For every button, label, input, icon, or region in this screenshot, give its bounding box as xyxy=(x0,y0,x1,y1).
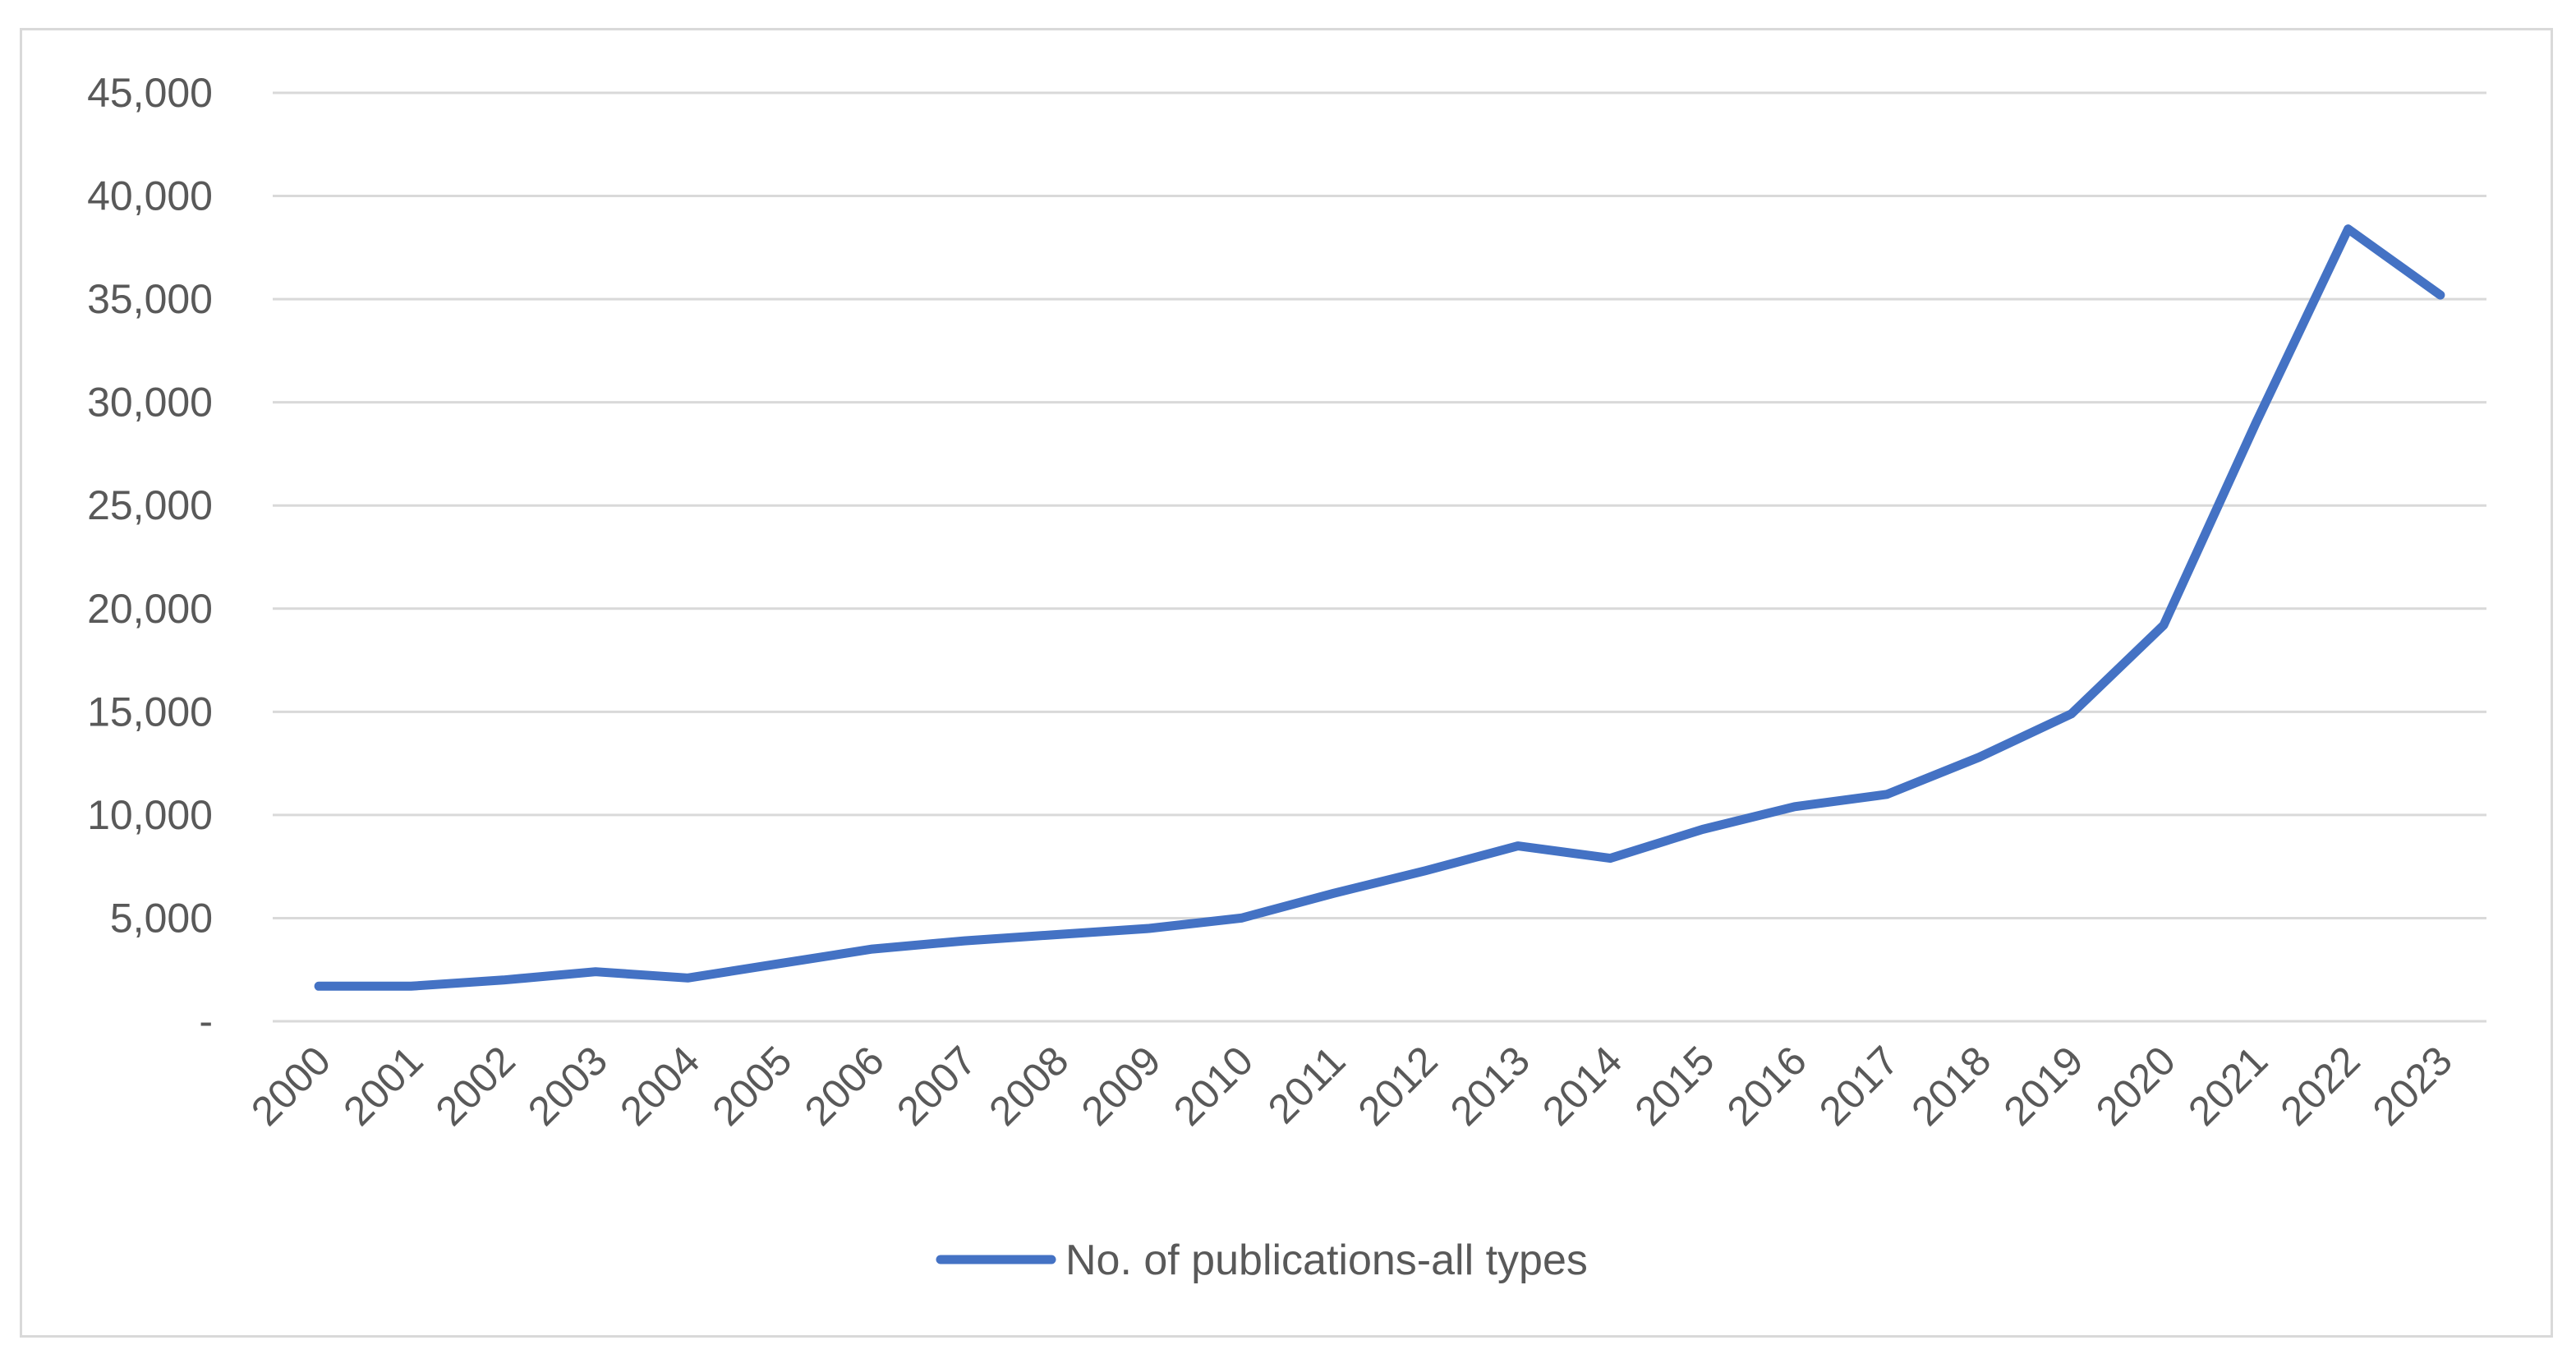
data-point xyxy=(1975,753,1984,762)
x-axis-ticks: 2000200120022003200420052006200720082009… xyxy=(242,1038,2461,1135)
x-tick-label: 2000 xyxy=(242,1038,339,1135)
x-tick-label: 2006 xyxy=(796,1038,893,1135)
legend: No. of publications-all types xyxy=(936,1237,1588,1284)
y-tick-label: - xyxy=(199,998,213,1044)
x-tick-label: 2010 xyxy=(1165,1038,1262,1135)
data-point xyxy=(1883,790,1892,799)
y-tick-label: 40,000 xyxy=(87,173,213,219)
x-tick-label: 2002 xyxy=(427,1038,524,1135)
data-point xyxy=(315,982,324,991)
y-tick-label: 15,000 xyxy=(87,689,213,735)
x-tick-label: 2004 xyxy=(611,1038,708,1135)
data-point xyxy=(2436,291,2445,300)
data-point xyxy=(1421,866,1430,875)
x-tick-label: 2022 xyxy=(2271,1038,2368,1135)
x-tick-label: 2003 xyxy=(519,1038,616,1135)
x-tick-label: 2016 xyxy=(1718,1038,1815,1135)
y-tick-label: 10,000 xyxy=(87,792,213,838)
x-tick-label: 2018 xyxy=(1902,1038,1999,1135)
data-point xyxy=(960,937,969,946)
y-tick-label: 35,000 xyxy=(87,276,213,322)
x-tick-label: 2020 xyxy=(2087,1038,2184,1135)
data-point xyxy=(775,959,784,968)
series-line xyxy=(314,224,2445,991)
x-tick-label: 2001 xyxy=(334,1038,431,1135)
gridlines xyxy=(273,91,2486,1023)
data-point xyxy=(1052,930,1061,939)
x-tick-label: 2014 xyxy=(1534,1038,1631,1135)
x-tick-label: 2013 xyxy=(1442,1038,1539,1135)
data-point xyxy=(867,945,876,954)
y-tick-label: 5,000 xyxy=(110,895,213,941)
x-tick-label: 2019 xyxy=(1995,1038,2092,1135)
x-tick-label: 2007 xyxy=(888,1038,985,1135)
y-tick-label: 45,000 xyxy=(87,70,213,116)
data-point xyxy=(2344,224,2353,233)
data-point xyxy=(591,967,600,976)
x-tick-label: 2021 xyxy=(2179,1038,2276,1135)
y-tick-label: 25,000 xyxy=(87,482,213,528)
x-tick-label: 2011 xyxy=(1259,1038,1355,1133)
y-tick-label: 20,000 xyxy=(87,586,213,632)
data-point xyxy=(1790,802,1799,811)
x-tick-label: 2005 xyxy=(703,1038,800,1135)
x-tick-label: 2009 xyxy=(1073,1038,1170,1135)
data-point xyxy=(2067,709,2076,718)
data-point xyxy=(2252,418,2261,427)
data-point xyxy=(499,975,508,984)
x-tick-label: 2008 xyxy=(980,1038,1077,1135)
data-point xyxy=(683,974,692,983)
legend-label: No. of publications-all types xyxy=(1065,1237,1588,1284)
data-point xyxy=(2159,620,2168,629)
data-point xyxy=(407,982,416,991)
data-point xyxy=(1698,825,1707,834)
data-point xyxy=(1606,854,1615,863)
data-point xyxy=(1237,914,1246,923)
x-tick-label: 2017 xyxy=(1810,1038,1907,1135)
data-point xyxy=(1329,889,1338,898)
y-axis-ticks: - 5,000 10,000 15,000 20,000 25,000 30,000 35,0… xyxy=(87,70,213,1044)
data-point xyxy=(1144,924,1153,933)
chart-area: - 5,000 10,000 15,000 20,000 25,000 30,000 35,0… xyxy=(20,28,2553,1338)
series-layer xyxy=(314,224,2445,991)
data-point xyxy=(1513,841,1522,850)
x-tick-label: 2015 xyxy=(1626,1038,1723,1135)
x-tick-label: 2012 xyxy=(1350,1038,1447,1135)
x-tick-label: 2023 xyxy=(2364,1038,2461,1135)
line-chart: - 5,000 10,000 15,000 20,000 25,000 30,000 35,0… xyxy=(87,70,2486,1284)
y-tick-label: 30,000 xyxy=(87,380,213,426)
